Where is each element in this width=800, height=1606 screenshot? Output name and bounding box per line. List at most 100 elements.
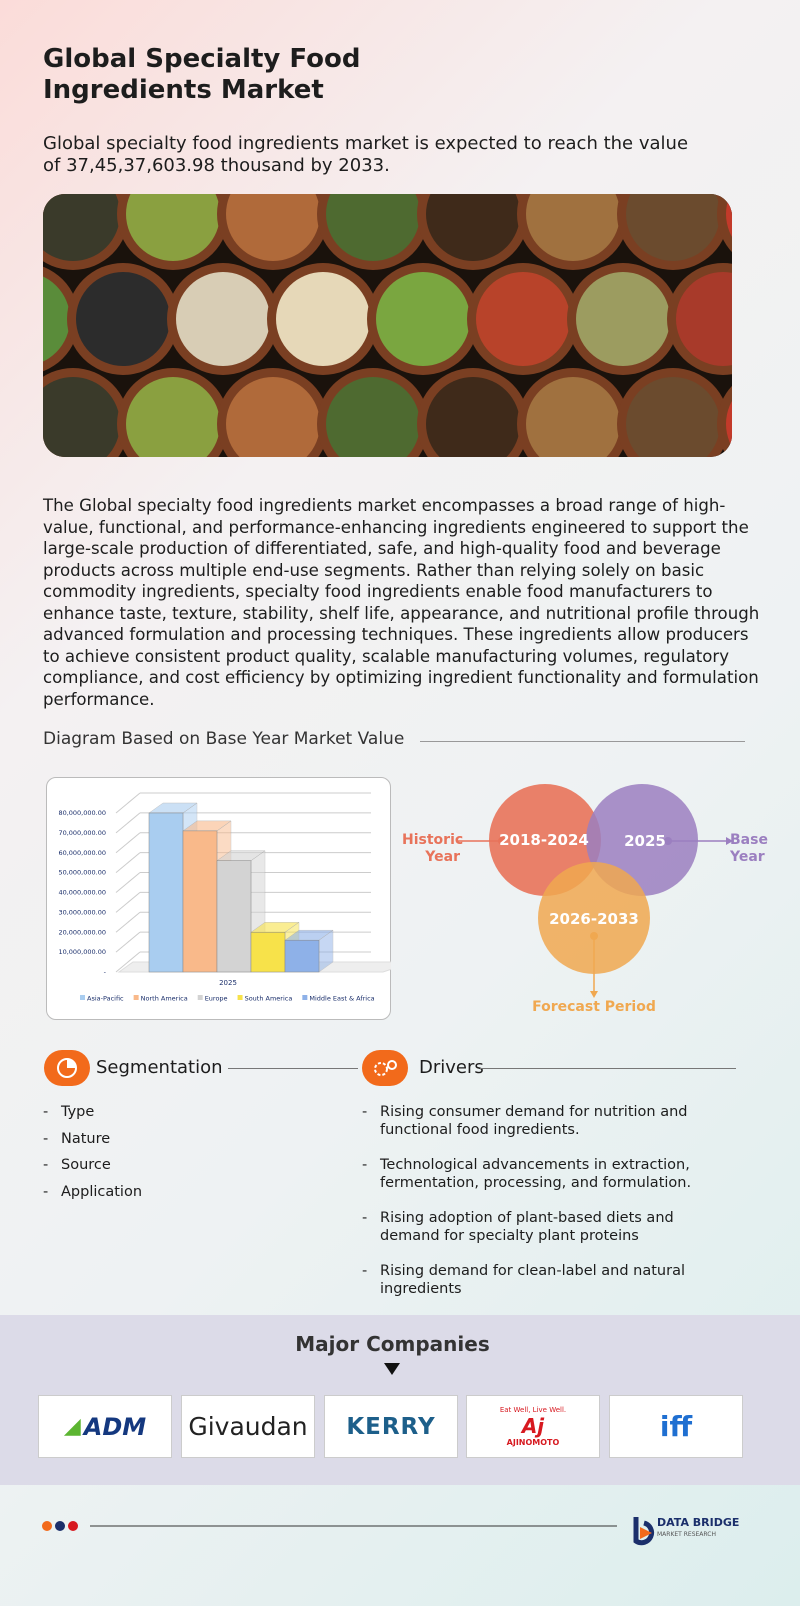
list-item: - Rising adoption of plant-based diets an… (362, 1209, 722, 1245)
list-item: - Rising demand for clean-label and natur… (362, 1262, 722, 1298)
spice (626, 377, 720, 457)
logo-text: ADM (83, 1412, 147, 1441)
spice (526, 377, 620, 457)
timeline-venn: 2018-2024 2025 2026-2033 Forecast Period (458, 784, 733, 1015)
y-tick-label: 50,000,000.00 (58, 869, 106, 877)
list-item: - Nature (43, 1130, 142, 1148)
item-text: Nature (61, 1130, 111, 1147)
item-text: Technological advancements in extraction… (380, 1157, 692, 1191)
arrow (384, 1363, 400, 1375)
y-tick-label: - (104, 968, 107, 976)
grid-line (115, 812, 141, 834)
bar (284, 939, 320, 973)
bar (216, 860, 252, 973)
companies-title: Major Companies (295, 1332, 490, 1356)
logo-givaudan: Givaudan (181, 1395, 315, 1458)
spice (76, 272, 170, 366)
spice (476, 272, 570, 366)
chart: - 10,000,000.00 20,000,000.00 30,000,000.00… (58, 792, 391, 1003)
divider (228, 1068, 358, 1069)
divider (480, 1068, 736, 1069)
logo-kerry: KERRY (324, 1395, 458, 1458)
legend-label: Europe (205, 995, 228, 1003)
bullet: - (43, 1183, 49, 1200)
bullet: - (362, 1104, 368, 1120)
spice (376, 272, 470, 366)
y-tick-label: 70,000,000.00 (58, 829, 106, 837)
legend-label: Asia-Pacific (87, 995, 124, 1003)
spice (426, 377, 520, 457)
spice (326, 377, 420, 457)
diagram-heading: Diagram Based on Base Year Market Value (43, 729, 405, 749)
legend-label: Middle East & Africa (309, 995, 374, 1003)
logo-ajinomoto: Eat Well, Live Well. Aj AJINOMOTO (466, 1395, 600, 1458)
base-label: Base Year (730, 832, 768, 865)
spice (326, 194, 420, 261)
list-item: - Source (43, 1156, 142, 1174)
logo-text: AJINOMOTO (506, 1438, 560, 1447)
brand: DATA BRIDGE (657, 1516, 739, 1529)
spice (43, 272, 70, 366)
item-text: Rising adoption of plant-based diets and… (380, 1210, 674, 1244)
legend-swatch (197, 995, 203, 1000)
bar (250, 932, 286, 973)
hero-image (43, 194, 732, 457)
drivers-icon (362, 1050, 408, 1086)
spice (226, 377, 320, 457)
spice (176, 272, 270, 366)
bullet: - (362, 1263, 368, 1279)
y-tick-label: 20,000,000.00 (58, 928, 106, 936)
tagline: MARKET RESEARCH (657, 1531, 716, 1538)
grid-line (115, 951, 141, 973)
item-text: Source (61, 1157, 111, 1173)
y-tick-label: 10,000,000.00 (58, 948, 106, 956)
list-item: - Application (43, 1183, 142, 1201)
y-tick-label: 80,000,000.00 (58, 809, 106, 817)
grid-line (115, 792, 141, 814)
grid-line (115, 931, 141, 953)
segmentation-list: - Type - Nature - Source - Application (43, 1103, 142, 1209)
divider (420, 741, 745, 742)
bullet: - (43, 1130, 49, 1147)
y-tick-label: 40,000,000.00 (58, 889, 106, 897)
spice (43, 377, 120, 457)
subtitle: Global specialty food ingredients market… (43, 133, 689, 176)
grid-line (115, 911, 141, 933)
bullet: - (43, 1104, 49, 1120)
forecast-label: Forecast Period (532, 999, 656, 1015)
legend-label: South America (245, 995, 293, 1003)
list-item: - Technological advancements in extractio… (362, 1156, 722, 1192)
spice (226, 194, 320, 261)
spice (126, 194, 220, 261)
title: Global Specialty Food Ingredients Market (43, 44, 361, 105)
logo-adm: ◢ ADM (38, 1395, 172, 1458)
grid-line (115, 872, 141, 893)
legend-swatch (237, 995, 243, 1000)
item-text: Type (61, 1104, 95, 1120)
spice (426, 194, 520, 261)
bar (182, 830, 218, 973)
spice (526, 194, 620, 261)
segmentation-title: Segmentation (96, 1057, 223, 1078)
list-item: - Rising consumer demand for nutrition an… (362, 1103, 722, 1139)
legend-swatch (302, 995, 308, 1000)
bar (148, 812, 184, 973)
spice (676, 272, 732, 366)
x-tick-label: 2025 (219, 979, 237, 987)
item-text: Application (61, 1183, 143, 1200)
y-tick-label: 30,000,000.00 (58, 908, 106, 916)
description: The Global specialty food ingredients ma… (43, 496, 760, 709)
footer: DATA BRIDGE MARKET RESEARCH (42, 1516, 739, 1546)
legend-label: North America (141, 995, 188, 1003)
spice (126, 377, 220, 457)
drivers-title: Drivers (419, 1057, 484, 1078)
list-item: - Type (43, 1103, 142, 1121)
legend-swatch (133, 995, 139, 1000)
item-text: Rising consumer demand for nutrition and… (380, 1104, 688, 1138)
grid-line (115, 891, 141, 913)
bullet: - (362, 1210, 368, 1226)
y-tick-label: 60,000,000.00 (58, 849, 106, 857)
spice (626, 194, 720, 261)
logo-iff: iff (609, 1395, 743, 1458)
